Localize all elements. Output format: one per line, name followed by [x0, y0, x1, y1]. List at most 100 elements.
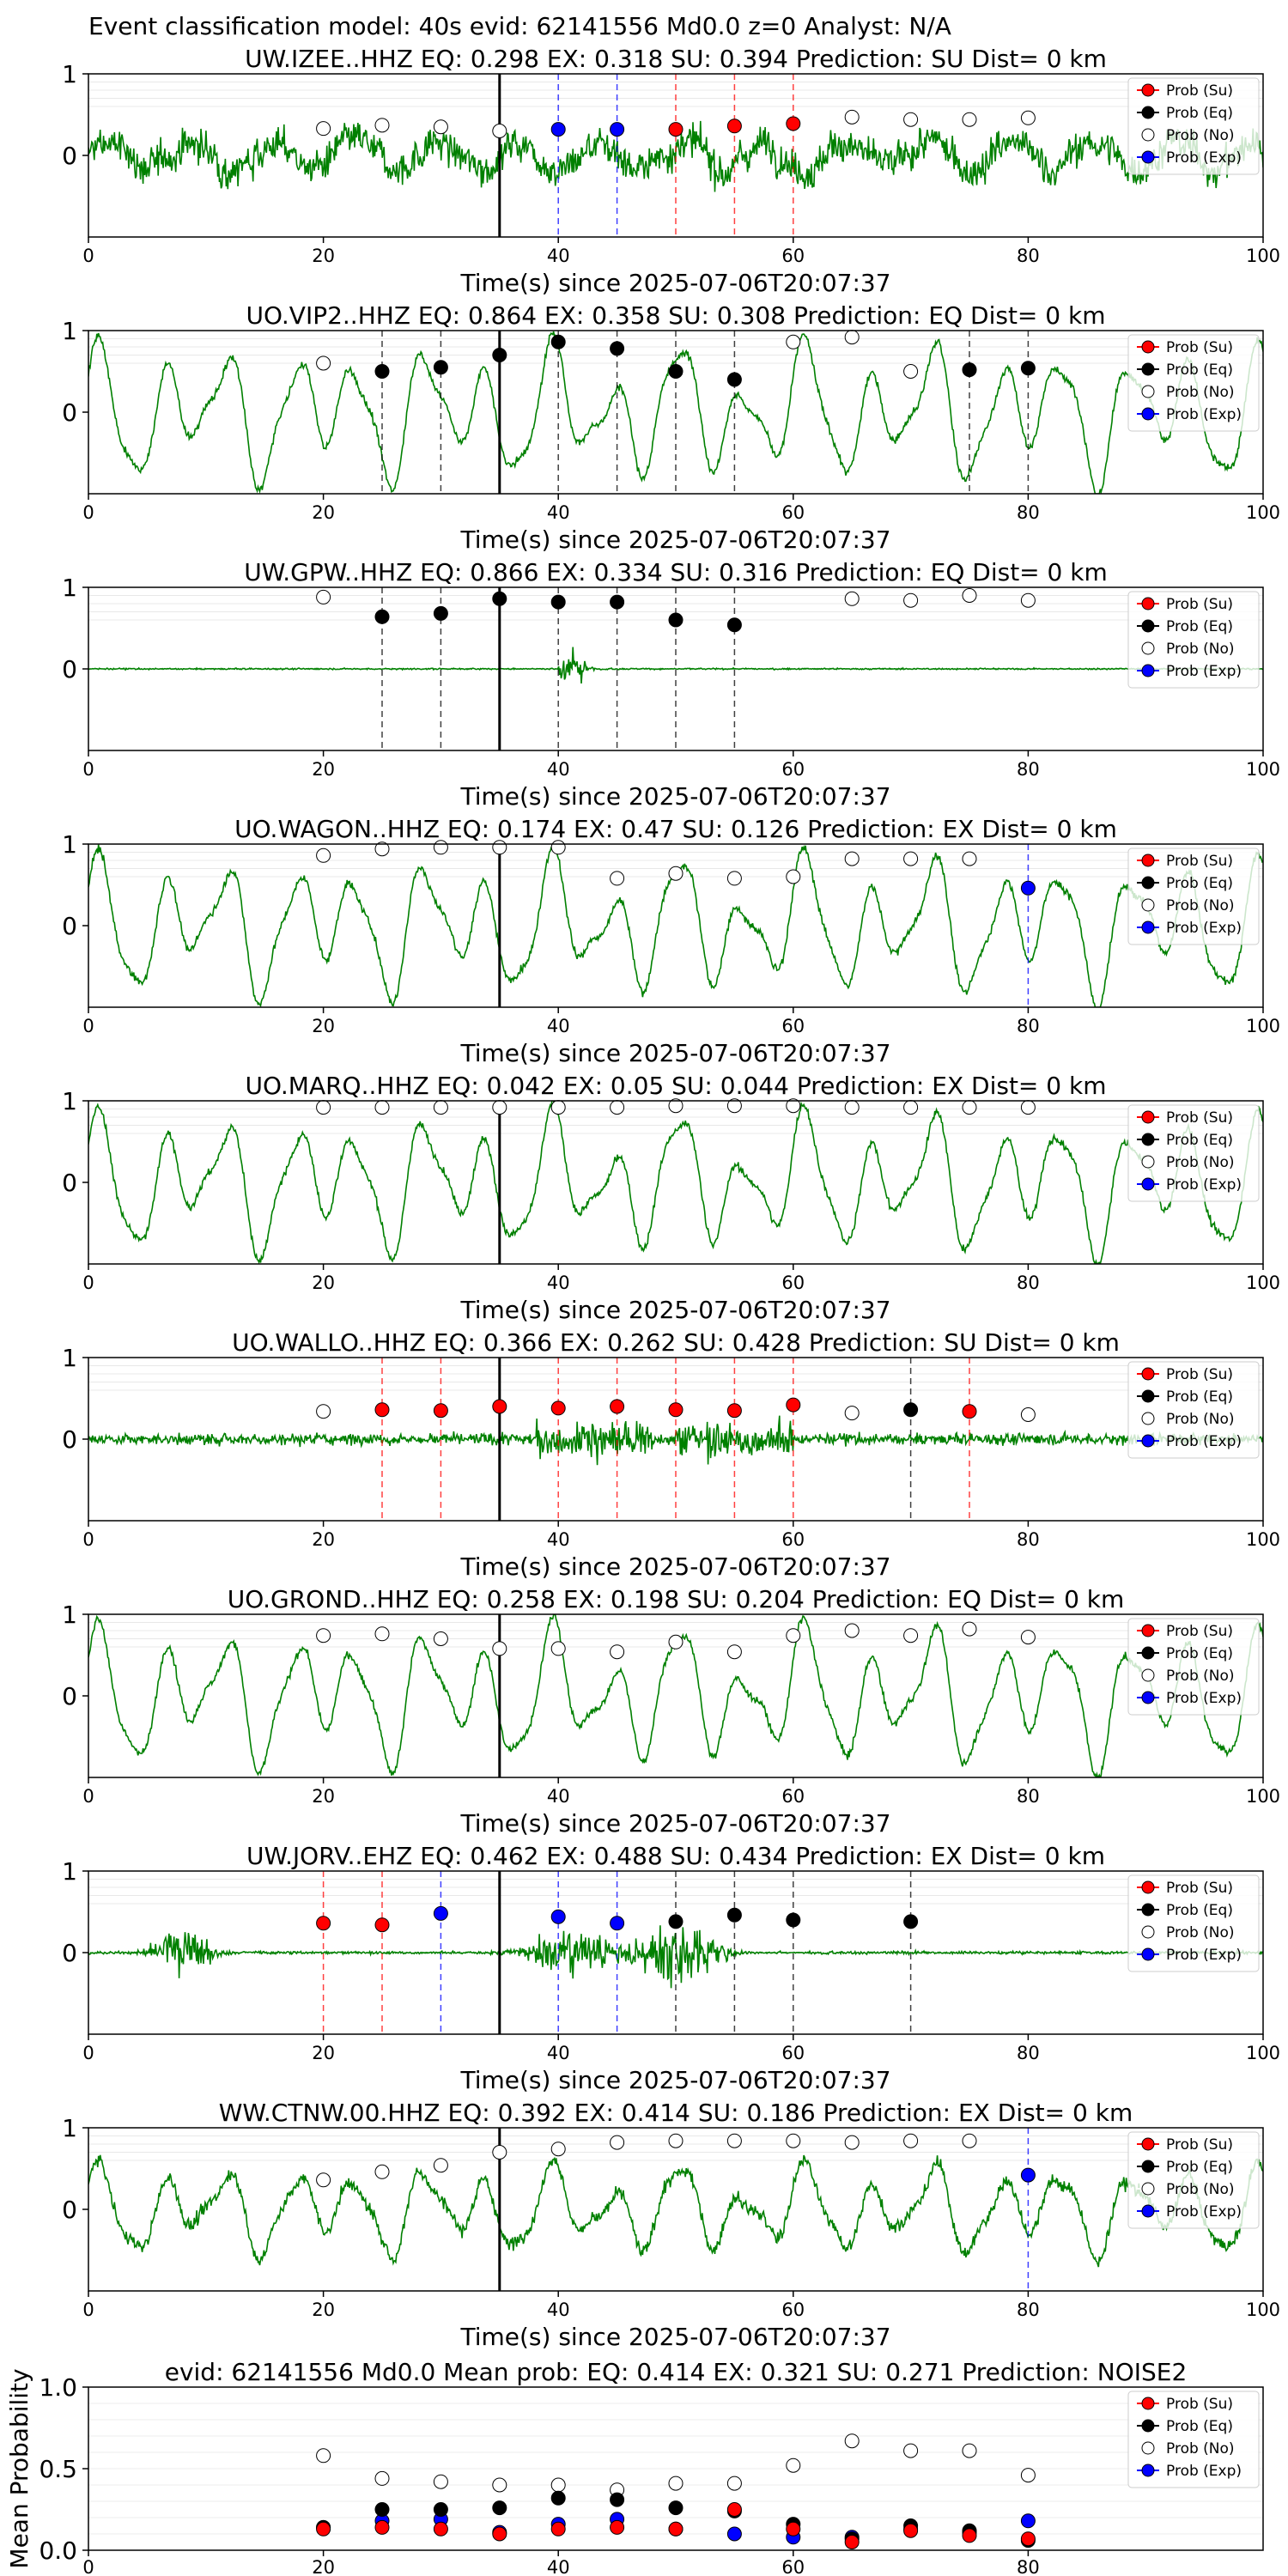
prob-marker-no [1020, 110, 1036, 125]
panel-title: UO.MARQ..HHZ EQ: 0.042 EX: 0.05 SU: 0.04… [245, 1072, 1106, 1100]
prob-marker-eq [668, 364, 683, 379]
prob-marker-no [786, 334, 801, 349]
prob-marker-no [668, 866, 683, 881]
prob-marker-no [726, 1644, 742, 1660]
legend-label-eq: Prob (Eq) [1166, 2159, 1233, 2176]
prob-marker-no [316, 589, 331, 605]
x-tick-label: 80 [1017, 2557, 1040, 2576]
prob-marker-no [316, 1404, 331, 1419]
x-tick-label: 80 [1017, 2300, 1040, 2320]
x-tick-label: 20 [312, 2300, 335, 2320]
x-tick-label: 40 [547, 2557, 570, 2576]
prob-marker-su [962, 1404, 977, 1419]
y-tick-label: 0 [62, 1682, 77, 1710]
prob-marker-no [433, 840, 448, 855]
legend-label-no: Prob (No) [1166, 897, 1235, 914]
x-tick-label: 0 [82, 1273, 94, 1293]
mean-prob-marker-su [316, 2521, 331, 2537]
legend-label-exp: Prob (Exp) [1166, 406, 1242, 423]
x-tick-label: 20 [312, 759, 335, 780]
prob-marker-no [374, 1626, 390, 1642]
x-tick-label: 80 [1017, 1016, 1040, 1036]
mean-prob-marker-no [844, 2433, 860, 2449]
legend-box [1127, 1618, 1260, 1716]
prob-marker-no [316, 355, 331, 371]
y-tick-label: 1.0 [39, 2373, 77, 2402]
x-axis-label: Time(s) since 2025-07-06T20:07:37 [459, 526, 890, 554]
station-panel-UO.MARQ..HHZ: UO.MARQ..HHZ EQ: 0.042 EX: 0.05 SU: 0.04… [62, 1072, 1280, 1324]
mean-prob-marker-su [903, 2523, 919, 2538]
prob-marker-eq [903, 1402, 919, 1418]
panel-title: UO.GROND..HHZ EQ: 0.258 EX: 0.198 SU: 0.… [228, 1585, 1125, 1613]
x-tick-label: 0 [82, 1529, 94, 1550]
prob-marker-eq [726, 1907, 742, 1923]
prob-marker-no [786, 2133, 801, 2148]
legend-label-eq: Prob (Eq) [1166, 1902, 1233, 1919]
waveform-trace [88, 647, 1263, 684]
prob-marker-no [316, 1100, 331, 1115]
legend-marker-eq [1141, 2419, 1155, 2433]
y-tick-label: 1 [62, 1344, 77, 1372]
legend-marker-eq [1141, 619, 1155, 633]
prob-marker-no [610, 1100, 625, 1115]
prob-marker-su [610, 1399, 625, 1414]
x-tick-label: 40 [547, 2043, 570, 2063]
x-tick-label: 80 [1017, 759, 1040, 780]
y-tick-label: 0 [62, 1939, 77, 1967]
prob-marker-no [786, 1628, 801, 1643]
prob-marker-no [903, 1628, 919, 1643]
mean-prob-marker-eq [492, 2500, 507, 2516]
y-tick-label: 1 [62, 60, 77, 88]
prob-marker-no [374, 841, 390, 857]
prob-marker-no [610, 871, 625, 886]
waveform-trace [88, 120, 1263, 192]
legend-box [1127, 848, 1260, 945]
legend-marker-exp [1141, 2464, 1155, 2477]
panel-title: UO.VIP2..HHZ EQ: 0.864 EX: 0.358 SU: 0.3… [246, 301, 1106, 330]
mean-prob-marker-no [550, 2477, 566, 2493]
x-tick-label: 60 [781, 1529, 805, 1550]
legend-label-eq: Prob (Eq) [1166, 105, 1233, 122]
prob-marker-no [903, 851, 919, 866]
prob-marker-su [786, 116, 801, 131]
prob-marker-no [786, 1098, 801, 1114]
legend-label-exp: Prob (Exp) [1166, 149, 1242, 167]
prob-marker-no [492, 840, 507, 855]
legend-label-no: Prob (No) [1166, 2181, 1235, 2198]
prob-marker-no [374, 1100, 390, 1115]
waveform-trace [88, 2154, 1263, 2268]
prob-marker-no [962, 1621, 977, 1637]
prob-marker-no [610, 2135, 625, 2150]
mean-prob-marker-no [492, 2477, 507, 2493]
prob-marker-su [726, 1403, 742, 1419]
prob-marker-no [374, 2164, 390, 2179]
prob-marker-no [903, 112, 919, 127]
prob-marker-no [844, 1623, 860, 1638]
mean-prob-marker-su [433, 2521, 448, 2537]
panel-title: UW.IZEE..HHZ EQ: 0.298 EX: 0.318 SU: 0.3… [245, 45, 1107, 73]
legend-box [1127, 77, 1260, 175]
prob-marker-eq [1020, 361, 1036, 376]
y-tick-label: 0 [62, 655, 77, 683]
x-tick-label: 60 [781, 246, 805, 266]
legend-marker-exp [1141, 1691, 1155, 1704]
prob-marker-eq [433, 605, 448, 621]
legend-marker-su [1141, 83, 1155, 97]
prob-marker-no [962, 851, 977, 866]
prob-marker-no [610, 1644, 625, 1660]
legend-marker-eq [1141, 876, 1155, 890]
legend-label-exp: Prob (Exp) [1166, 1433, 1242, 1450]
x-tick-label: 40 [547, 1016, 570, 1036]
prob-marker-no [844, 1406, 860, 1421]
legend-marker-eq [1141, 2160, 1155, 2173]
mean-prob-marker-su [1020, 2531, 1036, 2547]
legend-marker-su [1141, 340, 1155, 354]
x-axis-label: Time(s) since 2025-07-06T20:07:37 [459, 782, 890, 811]
legend-marker-no [1141, 641, 1155, 655]
x-tick-label: 20 [312, 1786, 335, 1807]
x-tick-label: 20 [312, 2043, 335, 2063]
legend-marker-exp [1141, 407, 1155, 421]
prob-marker-eq [492, 591, 507, 606]
legend-marker-no [1141, 1412, 1155, 1425]
